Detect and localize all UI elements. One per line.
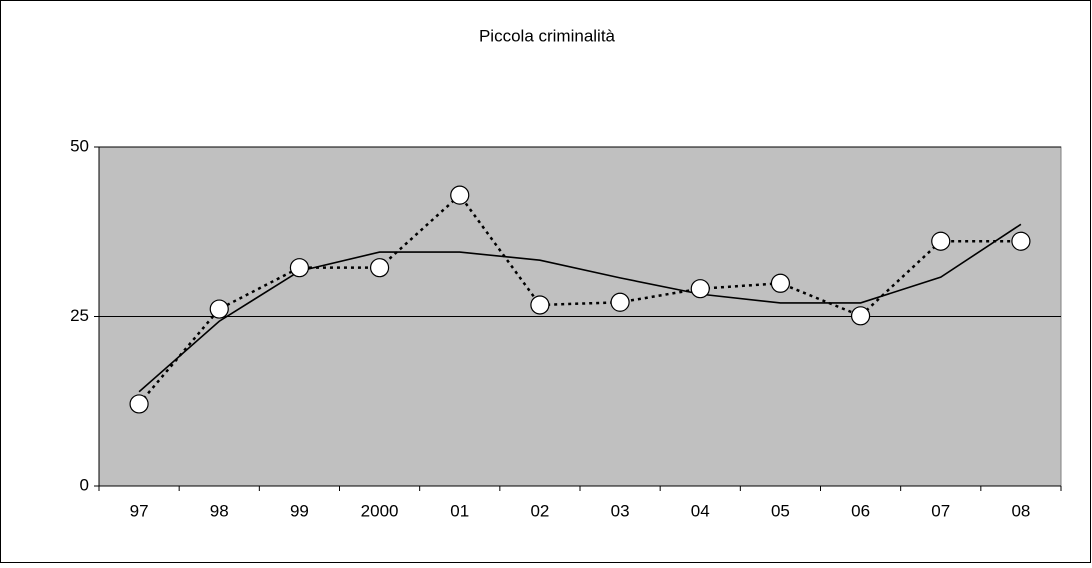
data-point — [610, 292, 630, 312]
x-tick-label: 06 — [851, 501, 870, 520]
x-tick-label: 02 — [530, 501, 549, 520]
x-tick-label: 04 — [691, 501, 710, 520]
data-point — [129, 394, 149, 414]
data-point — [450, 185, 470, 205]
data-point — [530, 295, 550, 315]
x-tick-label: 01 — [450, 501, 469, 520]
data-point — [931, 231, 951, 251]
x-tick-label: 98 — [210, 501, 229, 520]
data-point — [850, 306, 871, 326]
x-tick-label: 2000 — [361, 501, 399, 520]
x-tick-label: 07 — [931, 501, 950, 520]
x-tick-label: 03 — [611, 501, 630, 520]
x-tick-label: 08 — [1011, 501, 1030, 520]
data-point — [690, 279, 710, 299]
data-point — [1011, 231, 1031, 251]
x-tick-label: 97 — [130, 501, 149, 520]
y-tick-label: 25 — [70, 306, 89, 325]
data-point — [289, 258, 310, 278]
data-point — [369, 258, 390, 278]
y-tick-label: 0 — [80, 475, 89, 494]
x-tick-label: 99 — [290, 501, 309, 520]
chart-title: Piccola criminalità — [479, 26, 616, 45]
y-tick-label: 50 — [70, 136, 89, 155]
data-point — [770, 273, 791, 293]
x-tick-label: 05 — [771, 501, 790, 520]
data-point — [209, 299, 229, 319]
series-line — [138, 223, 1022, 393]
